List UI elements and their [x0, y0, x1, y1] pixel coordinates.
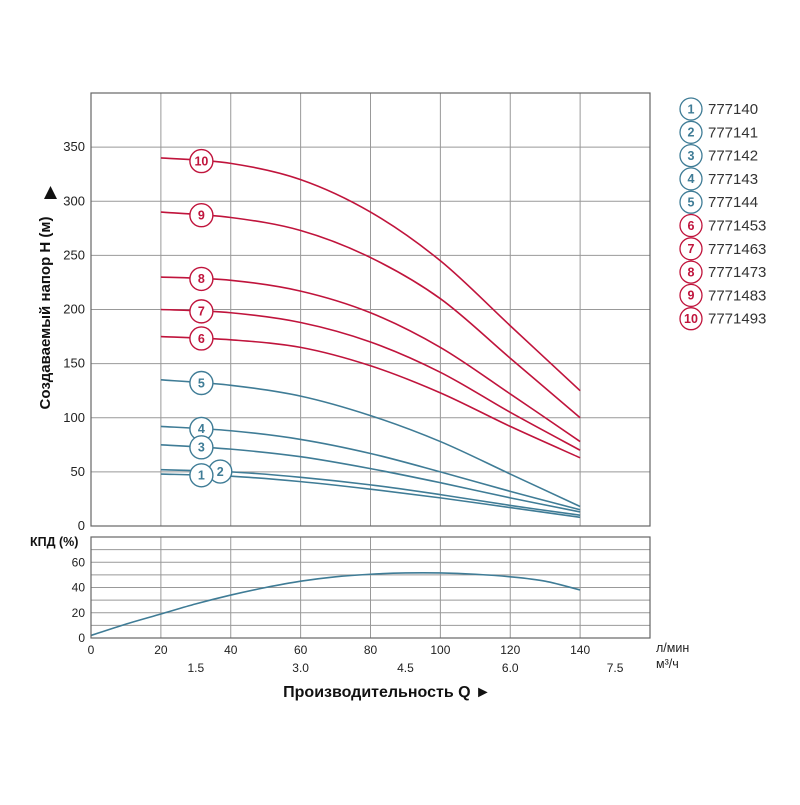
svg-text:50: 50 [71, 464, 85, 479]
svg-text:200: 200 [63, 302, 85, 317]
svg-text:7771483: 7771483 [708, 287, 766, 304]
svg-text:300: 300 [63, 193, 85, 208]
svg-text:м³/ч: м³/ч [656, 657, 679, 671]
svg-text:4: 4 [198, 422, 205, 436]
svg-text:9: 9 [688, 289, 695, 303]
svg-text:0: 0 [78, 518, 85, 533]
svg-text:КПД (%): КПД (%) [30, 535, 78, 549]
svg-text:140: 140 [570, 643, 590, 657]
svg-text:4: 4 [688, 172, 695, 186]
svg-text:777143: 777143 [708, 171, 758, 188]
svg-text:777141: 777141 [708, 124, 758, 141]
svg-text:20: 20 [72, 606, 86, 620]
svg-text:6: 6 [198, 332, 205, 346]
svg-text:1: 1 [688, 102, 695, 116]
svg-text:777144: 777144 [708, 194, 758, 211]
svg-text:Создаваемый напор H (м): Создаваемый напор H (м) [37, 217, 54, 410]
svg-text:2: 2 [688, 126, 695, 140]
svg-text:3: 3 [688, 149, 695, 163]
svg-text:7: 7 [688, 242, 695, 256]
svg-text:7771453: 7771453 [708, 218, 766, 235]
svg-text:100: 100 [430, 643, 450, 657]
svg-text:777140: 777140 [708, 101, 758, 118]
svg-text:8: 8 [198, 272, 205, 286]
svg-text:7771493: 7771493 [708, 311, 766, 328]
svg-text:40: 40 [224, 643, 238, 657]
svg-text:60: 60 [72, 555, 86, 569]
svg-text:40: 40 [72, 581, 86, 595]
svg-text:250: 250 [63, 247, 85, 262]
svg-text:5: 5 [688, 196, 695, 210]
svg-text:1.5: 1.5 [187, 661, 204, 675]
svg-text:2: 2 [217, 465, 224, 479]
svg-text:100: 100 [63, 410, 85, 425]
svg-text:10: 10 [684, 312, 698, 326]
svg-text:5: 5 [198, 376, 205, 390]
svg-text:120: 120 [500, 643, 520, 657]
svg-text:350: 350 [63, 139, 85, 154]
svg-text:10: 10 [194, 154, 208, 168]
svg-text:Производительность Q ►: Производительность Q ► [283, 684, 491, 701]
svg-text:80: 80 [364, 643, 378, 657]
svg-text:6: 6 [688, 219, 695, 233]
svg-text:9: 9 [198, 209, 205, 223]
svg-text:7: 7 [198, 305, 205, 319]
svg-text:1: 1 [198, 469, 205, 483]
svg-text:7771463: 7771463 [708, 241, 766, 258]
svg-text:150: 150 [63, 356, 85, 371]
svg-text:3.0: 3.0 [292, 661, 309, 675]
svg-text:0: 0 [88, 643, 95, 657]
svg-text:3: 3 [198, 441, 205, 455]
svg-text:60: 60 [294, 643, 308, 657]
svg-text:4.5: 4.5 [397, 661, 414, 675]
svg-text:20: 20 [154, 643, 168, 657]
svg-text:777142: 777142 [708, 148, 758, 165]
svg-text:7.5: 7.5 [607, 661, 624, 675]
svg-text:л/мин: л/мин [656, 641, 689, 655]
svg-text:6.0: 6.0 [502, 661, 519, 675]
svg-text:8: 8 [688, 265, 695, 279]
svg-text:0: 0 [78, 631, 85, 645]
svg-text:7771473: 7771473 [708, 264, 766, 281]
